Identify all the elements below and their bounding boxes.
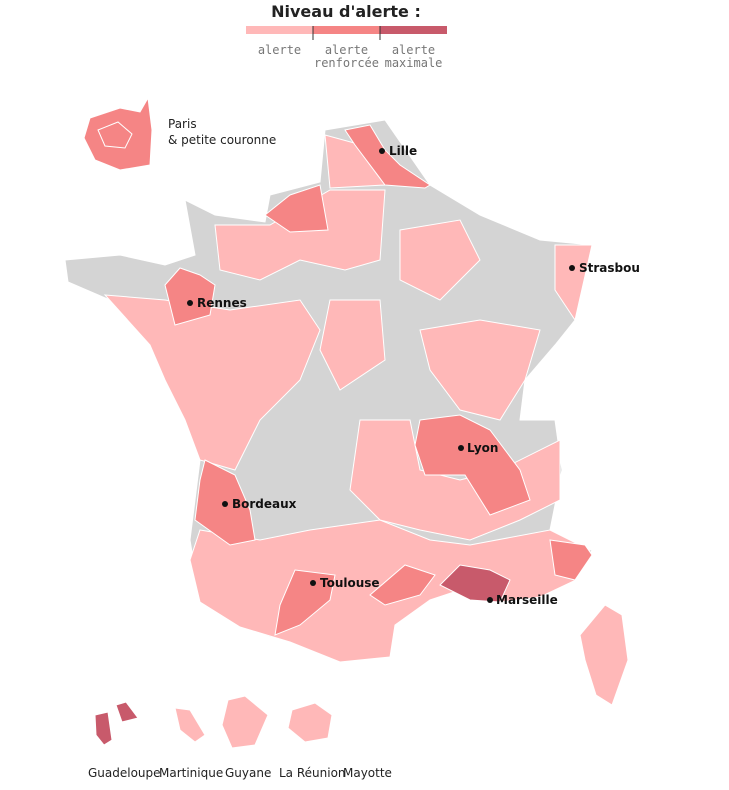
city-label: Strasbou (579, 261, 640, 275)
paris-label: & petite couronne (168, 133, 276, 147)
legend-swatch (380, 26, 447, 34)
region (554, 244, 593, 322)
paris-inset (83, 96, 153, 171)
region (369, 564, 436, 606)
region (414, 414, 531, 516)
region (419, 319, 541, 421)
city-dot (310, 580, 316, 586)
city-dot (487, 597, 493, 603)
region (349, 419, 561, 541)
city-dot (379, 148, 385, 154)
overseas-label: Guyane (225, 766, 271, 780)
city-dot (458, 445, 464, 451)
city-dot (187, 300, 193, 306)
overseas-label: La Réunion (279, 766, 346, 780)
region (103, 294, 321, 471)
corsica (579, 604, 629, 706)
paris-label: Paris (168, 117, 197, 131)
city-label: Toulouse (320, 576, 380, 590)
region (439, 564, 511, 603)
legend-label: renforcée (314, 56, 379, 70)
paris-border (97, 121, 133, 149)
city-label: Bordeaux (232, 497, 297, 511)
reunion (287, 702, 333, 743)
guyane (221, 695, 269, 749)
legend-swatch (313, 26, 380, 34)
region (164, 267, 216, 326)
region (319, 299, 386, 391)
legend-label: alerte (325, 43, 368, 57)
city-dot (222, 501, 228, 507)
legend-swatch (246, 26, 313, 34)
region (274, 569, 336, 636)
region (549, 539, 593, 581)
city-label: Rennes (197, 296, 247, 310)
city-dot (569, 265, 575, 271)
city-label: Lyon (467, 441, 498, 455)
region (399, 219, 481, 301)
legend-label: alerte (392, 43, 435, 57)
legend-label: alerte (258, 43, 301, 57)
overseas-label: Guadeloupe (88, 766, 161, 780)
region (264, 184, 329, 233)
cities: Lille Strasbou Rennes Lyon Bordeaux Toul… (187, 144, 640, 607)
overseas-label: Mayotte (343, 766, 392, 780)
legend-label: maximale (385, 56, 443, 70)
city-label: Marseille (496, 593, 558, 607)
guadeloupe (94, 701, 139, 746)
region (344, 124, 431, 189)
overseas-label: Martinique (159, 766, 223, 780)
city-label: Lille (389, 144, 417, 158)
martinique (174, 707, 206, 743)
legend-title: Niveau d'alerte : (271, 2, 421, 21)
